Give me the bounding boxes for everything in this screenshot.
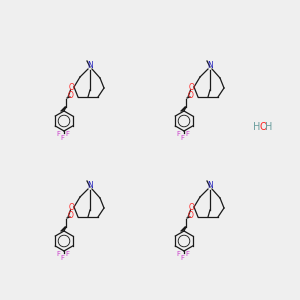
Text: N: N bbox=[208, 182, 213, 190]
Text: N: N bbox=[88, 61, 93, 70]
Text: O: O bbox=[188, 92, 194, 100]
Text: N: N bbox=[208, 61, 213, 70]
Text: F: F bbox=[65, 251, 69, 257]
Text: F: F bbox=[176, 131, 180, 137]
Text: O: O bbox=[188, 212, 194, 220]
Text: F: F bbox=[60, 135, 64, 141]
Text: O: O bbox=[189, 83, 195, 92]
Text: O: O bbox=[68, 212, 74, 220]
Text: H: H bbox=[253, 122, 261, 132]
Text: F: F bbox=[176, 251, 180, 257]
Text: F: F bbox=[185, 251, 189, 257]
Text: N: N bbox=[88, 182, 93, 190]
Text: O: O bbox=[259, 122, 267, 132]
Text: F: F bbox=[56, 131, 60, 137]
Text: F: F bbox=[60, 255, 64, 261]
Text: F: F bbox=[180, 135, 184, 141]
Text: F: F bbox=[180, 255, 184, 261]
Text: F: F bbox=[185, 131, 189, 137]
Text: H: H bbox=[265, 122, 273, 132]
Text: O: O bbox=[69, 83, 75, 92]
Text: F: F bbox=[65, 131, 69, 137]
Text: F: F bbox=[56, 251, 60, 257]
Text: O: O bbox=[69, 203, 75, 212]
Text: O: O bbox=[189, 203, 195, 212]
Text: O: O bbox=[68, 92, 74, 100]
